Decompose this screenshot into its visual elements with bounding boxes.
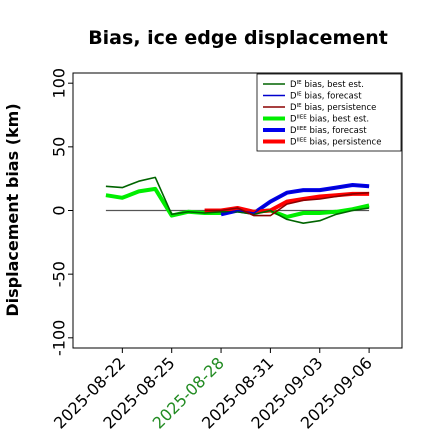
legend-entry: DIE bias, persistence [290, 103, 376, 113]
y-axis-label: Displacement bias (km) [3, 103, 22, 316]
series-line-ie-bias-best-est- [105, 176, 370, 224]
y-tick-label: 0 [50, 205, 69, 215]
legend-entry: DIIEE bias, best est. [290, 115, 369, 125]
legend-entry: DIIEE bias, forecast [290, 126, 367, 136]
y-tick-label: -100 [50, 320, 69, 356]
legend-box [256, 73, 402, 152]
series-line-ie-bias-persistence [204, 191, 370, 217]
legend-entry: DIE bias, best est. [290, 80, 364, 90]
y-tick-label: 50 [50, 137, 69, 157]
legend-entry: DIIEE bias, persistence [290, 138, 381, 148]
y-tick-label: 100 [50, 68, 69, 99]
legend-entry: DIE bias, forecast [290, 92, 362, 102]
chart-title: Bias, ice edge displacement [88, 27, 388, 49]
y-tick-label: -50 [50, 261, 69, 287]
